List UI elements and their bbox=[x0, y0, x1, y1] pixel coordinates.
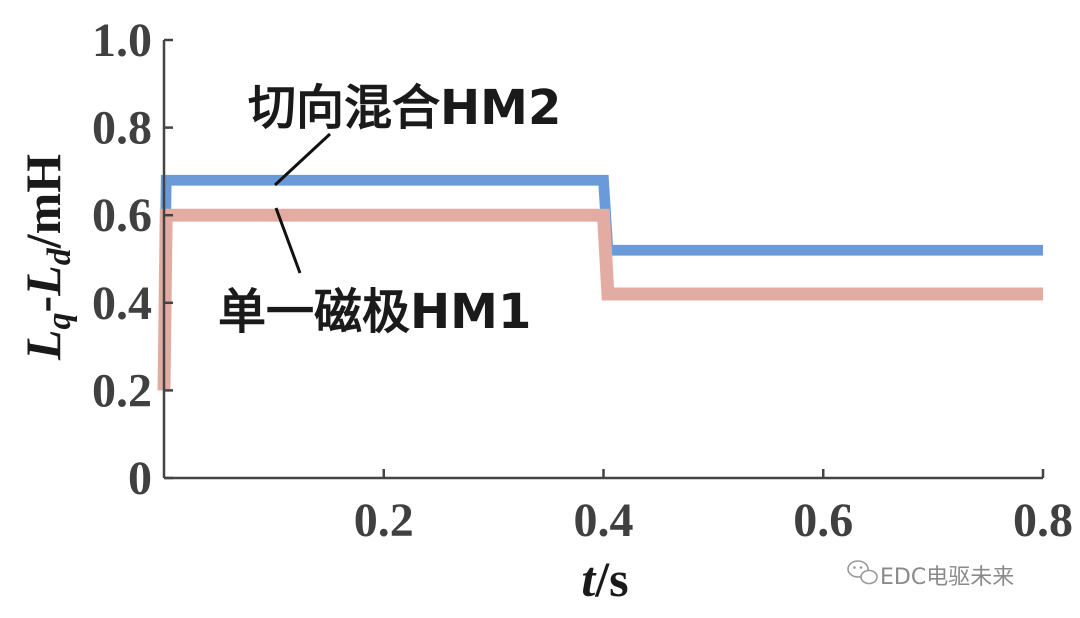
annotation-pointer-hm1 bbox=[274, 207, 302, 274]
y-tick-label-3: 0.6 bbox=[92, 189, 152, 242]
y-title-l1: L bbox=[15, 329, 71, 361]
x-tick-label-0: 0.2 bbox=[354, 494, 414, 547]
series-layer bbox=[157, 174, 1043, 391]
series-line-hm1 bbox=[157, 208, 1043, 391]
y-axis-title: Lq-Ld/mH bbox=[15, 154, 78, 361]
wechat-icon bbox=[847, 560, 878, 585]
y-tick-label-1: 0.2 bbox=[92, 364, 152, 417]
x-title-t: t bbox=[581, 551, 597, 607]
y-tick-label-2: 0.4 bbox=[92, 277, 152, 330]
y-tick-label-4: 0.8 bbox=[92, 102, 152, 155]
watermark-text: EDC电驱未来 bbox=[880, 565, 1014, 590]
annotation-hm1: 单一磁极HM1 bbox=[218, 284, 531, 340]
annotation-pointer-hm2 bbox=[273, 132, 332, 187]
x-title-unit: /s bbox=[594, 551, 628, 607]
watermark: EDC电驱未来 bbox=[847, 560, 1014, 590]
x-tick-label-2: 0.6 bbox=[793, 494, 853, 547]
y-title-sub-d: d bbox=[41, 247, 78, 265]
x-axis-title: t/s bbox=[581, 551, 628, 607]
y-title-unit: /mH bbox=[15, 154, 71, 250]
y-title-dash: - bbox=[15, 296, 71, 313]
x-tick-label-1: 0.4 bbox=[574, 494, 634, 547]
y-title-l2: L bbox=[15, 265, 71, 297]
y-title-sub-q: q bbox=[41, 312, 78, 329]
x-tick-label-3: 0.8 bbox=[1013, 494, 1073, 547]
y-tick-label-5: 1.0 bbox=[92, 14, 152, 67]
ticks-layer: 0 0.2 0.4 0.6 0.8 1.0 0.2 0.4 0.6 0.8 bbox=[92, 14, 1073, 547]
annotation-layer: 切向混合HM2 单一磁极HM1 bbox=[218, 80, 561, 340]
annotation-hm2: 切向混合HM2 bbox=[248, 80, 561, 136]
y-tick-label-0: 0 bbox=[128, 452, 152, 505]
